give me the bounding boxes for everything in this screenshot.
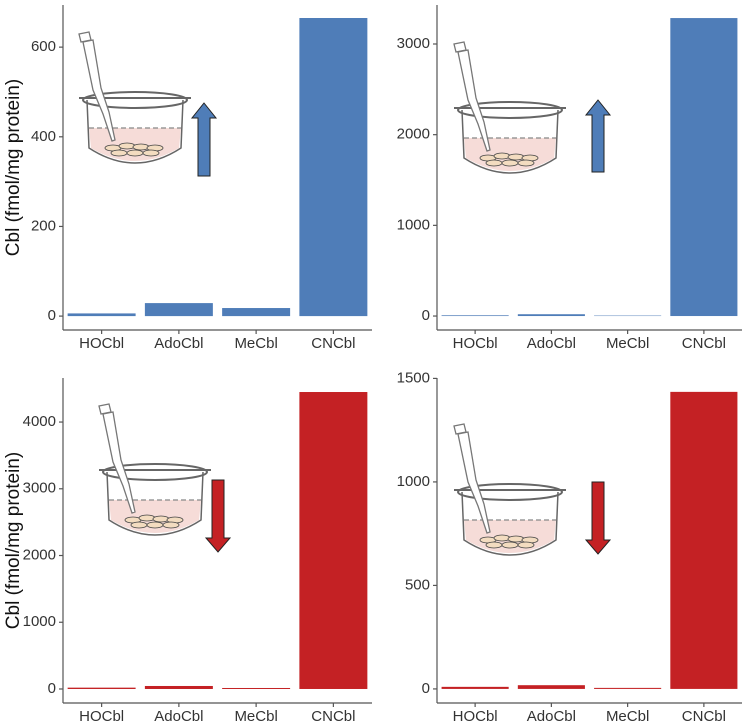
bar xyxy=(222,308,291,317)
x-tick-label: CNCbl xyxy=(682,335,726,352)
y-tick-label: 0 xyxy=(422,307,430,324)
bar xyxy=(441,686,509,689)
x-tick-label: AdoCbl xyxy=(154,335,203,352)
y-tick-label: 0 xyxy=(48,680,56,697)
bar xyxy=(67,687,136,689)
x-tick-label: AdoCbl xyxy=(527,708,576,725)
bar xyxy=(517,685,585,689)
y-tick-label: 500 xyxy=(405,576,430,593)
bar xyxy=(670,391,738,689)
y-axis-label: Cbl (fmol/mg protein) xyxy=(3,452,24,629)
y-tick-label: 1000 xyxy=(23,613,56,630)
well-illustration xyxy=(454,42,566,173)
bar xyxy=(670,18,738,317)
y-tick-label: 400 xyxy=(31,128,56,145)
x-tick-label: HOCbl xyxy=(453,708,498,725)
x-tick-label: MeCbl xyxy=(234,335,277,352)
y-tick-label: 0 xyxy=(422,680,430,697)
y-tick-label: 1000 xyxy=(397,216,430,233)
bar xyxy=(299,392,368,689)
y-tick-label: 2000 xyxy=(397,126,430,143)
y-tick-label: 4000 xyxy=(23,413,56,430)
x-tick-label: CNCbl xyxy=(682,708,726,725)
x-tick-label: AdoCbl xyxy=(527,335,576,352)
x-tick-label: HOCbl xyxy=(453,335,498,352)
y-tick-label: 0 xyxy=(48,307,56,324)
y-tick-label: 200 xyxy=(31,217,56,234)
x-tick-label: CNCbl xyxy=(311,335,355,352)
y-tick-label: 600 xyxy=(31,38,56,55)
well-illustration xyxy=(454,424,566,555)
x-tick-label: HOCbl xyxy=(79,335,124,352)
bar xyxy=(67,313,136,317)
y-tick-label: 1500 xyxy=(397,369,430,386)
x-tick-label: MeCbl xyxy=(606,708,649,725)
up-arrow xyxy=(584,99,612,173)
y-tick-label: 3000 xyxy=(23,480,56,497)
y-tick-label: 2000 xyxy=(23,546,56,563)
y-tick-label: 3000 xyxy=(397,35,430,52)
x-tick-label: AdoCbl xyxy=(154,708,203,725)
x-tick-label: CNCbl xyxy=(311,708,355,725)
y-tick-label: 1000 xyxy=(397,473,430,490)
well-illustration xyxy=(99,404,211,535)
x-tick-label: HOCbl xyxy=(79,708,124,725)
well-illustration xyxy=(79,32,191,163)
x-tick-label: MeCbl xyxy=(234,708,277,725)
bar xyxy=(594,687,662,689)
bar xyxy=(299,18,368,317)
bar xyxy=(144,303,213,317)
bar xyxy=(441,315,509,317)
down-arrow xyxy=(204,479,232,553)
bar xyxy=(144,685,213,689)
up-arrow xyxy=(190,102,218,177)
bar xyxy=(517,314,585,317)
bar xyxy=(222,687,291,689)
y-axis-label: Cbl (fmol/mg protein) xyxy=(3,79,24,256)
down-arrow xyxy=(584,481,612,555)
x-tick-label: MeCbl xyxy=(606,335,649,352)
